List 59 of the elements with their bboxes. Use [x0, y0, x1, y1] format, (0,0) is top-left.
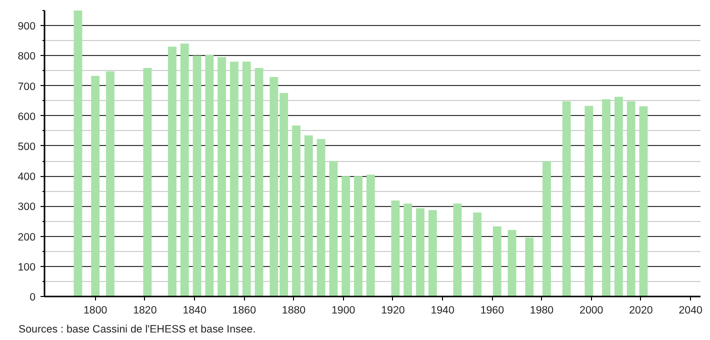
y-tick-label: 0: [30, 292, 36, 304]
bar: [143, 68, 152, 296]
x-tick-label: 1960: [480, 304, 504, 316]
x-tick-label: 1920: [381, 304, 405, 316]
x-tick-label: 2020: [629, 304, 653, 316]
y-tick-label: 400: [18, 171, 36, 184]
bar: [584, 106, 594, 296]
bar: [562, 101, 571, 296]
source-note: Sources : base Cassini de l'EHESS et base Insee.: [18, 324, 256, 336]
bar: [168, 46, 176, 296]
x-tick-label: 2040: [678, 304, 703, 316]
bar: [254, 68, 264, 296]
bar: [542, 161, 551, 296]
bar: [180, 44, 189, 296]
bar: [329, 161, 338, 296]
x-tick-label: 1940: [430, 304, 454, 316]
bar: [508, 230, 516, 296]
bar: [106, 71, 114, 296]
bar: [453, 203, 462, 296]
x-tick-label: 1820: [133, 304, 157, 316]
bar: [192, 56, 202, 296]
bar: [292, 126, 300, 296]
bar: [404, 203, 412, 296]
y-tick-label: 500: [18, 140, 36, 153]
bar: [391, 200, 400, 296]
y-tick-label: 700: [18, 80, 36, 93]
bar: [74, 10, 82, 296]
x-tick-label: 2000: [580, 304, 604, 316]
bar: [366, 174, 375, 296]
x-tick-label: 1840: [182, 304, 206, 316]
bar: [218, 57, 226, 296]
bar: [473, 212, 482, 296]
y-tick-label: 300: [18, 201, 36, 214]
bar: [614, 96, 623, 296]
bar: [304, 135, 313, 296]
x-tick-label: 1900: [332, 304, 356, 316]
y-tick-label: 900: [18, 20, 36, 33]
bar: [354, 176, 362, 296]
bar: [639, 106, 648, 296]
y-tick-label: 200: [18, 231, 36, 244]
bar: [205, 54, 214, 296]
y-tick-label: 100: [18, 261, 36, 274]
x-tick-label: 1800: [83, 304, 108, 316]
bar: [316, 139, 326, 296]
bar: [242, 62, 251, 296]
bar: [91, 76, 100, 296]
y-tick-label: 800: [18, 50, 36, 63]
x-tick-label: 1860: [232, 304, 256, 316]
bar: [626, 101, 636, 296]
bar: [416, 208, 424, 296]
bar: [492, 226, 502, 296]
x-tick-label: 1980: [530, 304, 554, 316]
bar: [342, 176, 350, 296]
x-tick-label: 1880: [282, 304, 306, 316]
bar: [602, 99, 610, 296]
y-tick-label: 600: [18, 110, 36, 123]
bar: [230, 62, 238, 296]
bar: [428, 210, 437, 296]
bar: [525, 238, 534, 296]
